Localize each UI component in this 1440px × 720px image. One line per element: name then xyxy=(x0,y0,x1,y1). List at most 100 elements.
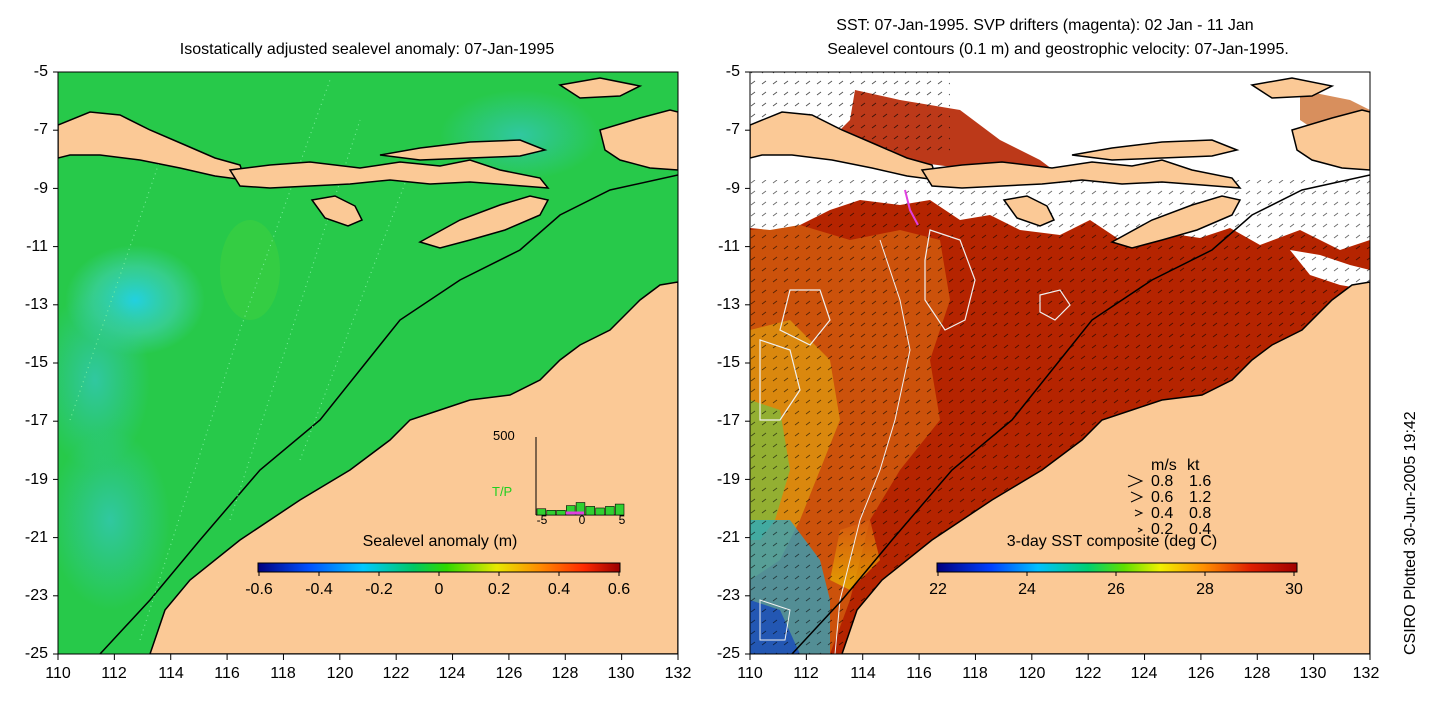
lat-label: -17 xyxy=(24,412,48,429)
inset-bar xyxy=(536,508,547,516)
svp-drifter-track xyxy=(904,189,919,226)
lon-ticks-left xyxy=(57,654,679,660)
lat-label: -15 xyxy=(716,354,740,371)
velocity-legend-arrows xyxy=(1127,474,1144,533)
lat-label: -21 xyxy=(24,529,48,546)
lat-label: -9 xyxy=(725,180,740,197)
sst-shelf-contour xyxy=(791,174,1370,654)
sealevel-contour-1 xyxy=(924,229,976,331)
satellite-tracks xyxy=(69,79,411,641)
flores-island xyxy=(379,139,548,161)
sst-lesser-sunda-islands xyxy=(920,159,1242,189)
inset-bar xyxy=(595,507,605,516)
right-map-title-line1: SST: 07-Jan-1995. SVP drifters (magenta)… xyxy=(836,17,1254,34)
sst-tick: 28 xyxy=(1196,581,1214,598)
lat-ticks-left xyxy=(53,71,58,655)
lat-label: -5 xyxy=(725,63,740,80)
lat-label: -23 xyxy=(24,587,48,604)
lon-label: 116 xyxy=(906,665,932,682)
lon-label: 114 xyxy=(850,665,876,682)
sst-timor-island xyxy=(1110,195,1242,249)
lat-ticks-right xyxy=(745,71,750,655)
lat-label: -15 xyxy=(24,354,48,371)
sla-tick: -0.2 xyxy=(365,581,393,598)
lat-label: -13 xyxy=(24,296,48,313)
inset-y-tick: 500 xyxy=(493,428,515,443)
lon-label: 130 xyxy=(607,665,635,682)
sst-tick: 24 xyxy=(1018,581,1036,598)
inset-bars xyxy=(536,502,625,516)
tanimbar-islands xyxy=(599,109,678,171)
sst-tick: 22 xyxy=(929,581,947,598)
lon-label: 128 xyxy=(551,665,579,682)
lon-label: 110 xyxy=(45,665,71,682)
lon-label: 114 xyxy=(158,665,184,682)
inset-bar xyxy=(605,506,615,516)
lat-label: -7 xyxy=(33,121,48,138)
velocity-legend-kt-header: kt xyxy=(1187,457,1200,474)
timor-island xyxy=(418,195,550,249)
lon-ticks-right xyxy=(749,654,1371,660)
lat-label: -19 xyxy=(716,471,740,488)
inset-bar xyxy=(566,505,576,516)
lat-label: -25 xyxy=(716,645,740,662)
lon-label: 118 xyxy=(962,665,988,682)
inset-label: T/P xyxy=(492,484,513,499)
sst-colorbar xyxy=(936,562,1298,573)
sealevel-contour-6 xyxy=(759,599,791,641)
shelf-contour xyxy=(99,174,678,654)
tp-inset-chart xyxy=(535,437,625,516)
lon-label: 120 xyxy=(326,665,354,682)
velocity-legend-kt: 0.8 xyxy=(1189,505,1212,522)
lon-label: 112 xyxy=(101,665,127,682)
sla-high-anomaly xyxy=(220,220,280,320)
sla-tick: -0.6 xyxy=(245,581,273,598)
lon-label: 124 xyxy=(438,665,466,682)
lon-label: 112 xyxy=(793,665,819,682)
lon-label: 124 xyxy=(1130,665,1158,682)
sla-low-anomaly-west xyxy=(58,290,150,470)
velocity-legend-kt: 0.4 xyxy=(1189,521,1212,538)
inset-x-tick: -5 xyxy=(536,513,548,527)
lon-label: 126 xyxy=(495,665,523,682)
inset-bar xyxy=(546,510,556,516)
sst-australia-coast xyxy=(841,281,1370,654)
lat-label: -9 xyxy=(33,180,48,197)
sst-flores-island xyxy=(1071,139,1240,161)
velocity-legend-ms: 0.2 xyxy=(1151,521,1174,538)
lat-label: -13 xyxy=(716,296,740,313)
inset-x-tick: 5 xyxy=(618,513,626,527)
velocity-legend-ms-header: m/s xyxy=(1151,457,1177,474)
lon-label: 122 xyxy=(1074,665,1102,682)
sst-tanimbar-islands xyxy=(1291,109,1370,171)
lat-label: -11 xyxy=(26,238,48,255)
lon-label: 116 xyxy=(214,665,240,682)
left-map-title: Isostatically adjusted sealevel anomaly:… xyxy=(179,41,555,58)
lon-label: 128 xyxy=(1243,665,1271,682)
velocity-legend-ms: 0.4 xyxy=(1151,505,1174,522)
sst-colorbar-label: 3-day SST composite (deg C) xyxy=(1006,533,1218,550)
sst-map xyxy=(750,72,1370,654)
sla-colorbar-ticks xyxy=(258,572,620,576)
sla-tick: 0.4 xyxy=(547,581,571,598)
lon-label: 132 xyxy=(1352,665,1380,682)
sst-colorbar-ticks xyxy=(937,572,1295,576)
sst-sumba-island xyxy=(1002,195,1056,227)
sumba-island xyxy=(310,195,364,227)
lon-label: 126 xyxy=(1187,665,1215,682)
csiro-credit: CSIRO Plotted 30-Jun-2005 19:42 xyxy=(1402,411,1419,655)
sla-colorbar-label: Sealevel anomaly (m) xyxy=(362,533,518,550)
sla-colorbar xyxy=(257,562,621,573)
lat-label: -11 xyxy=(718,238,740,255)
australia-coast xyxy=(149,281,678,654)
sealevel-contour-5 xyxy=(834,239,911,654)
sla-low-anomaly-south xyxy=(58,430,170,610)
lat-label: -23 xyxy=(716,587,740,604)
lat-label: -19 xyxy=(24,471,48,488)
inset-bar xyxy=(575,502,586,516)
sealevel-contour-4 xyxy=(1039,289,1071,321)
lon-label: 122 xyxy=(382,665,410,682)
lat-label: -21 xyxy=(716,529,740,546)
sealevel-anomaly-map xyxy=(58,72,678,654)
